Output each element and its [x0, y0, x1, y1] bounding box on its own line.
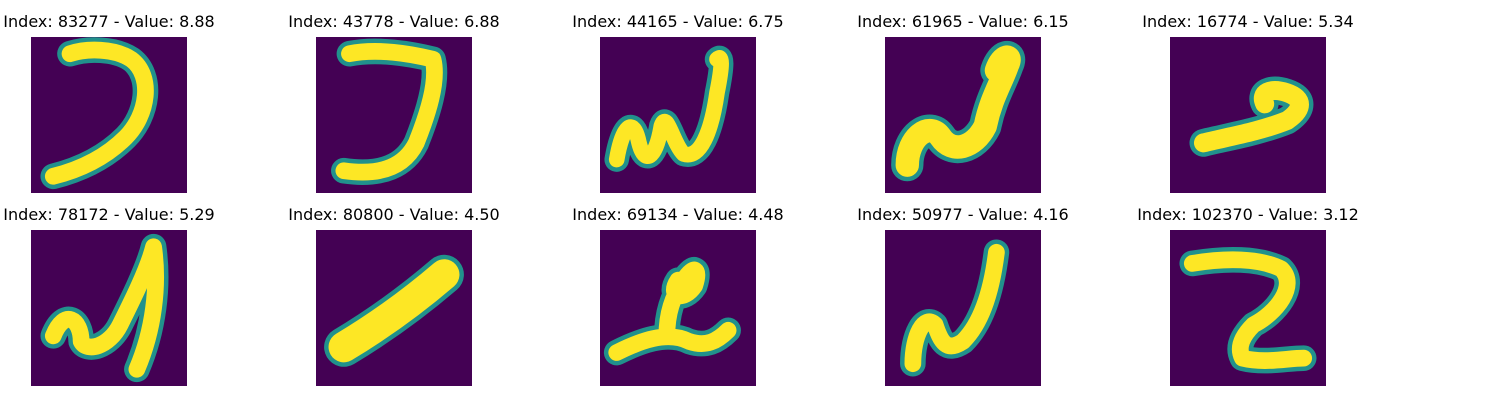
image-panel: Index: 61965 - Value: 6.15	[813, 0, 1113, 193]
glyph-stroke	[608, 261, 737, 361]
image-panel: Index: 102370 - Value: 3.12	[1098, 193, 1398, 386]
digit-image-canvas	[31, 230, 187, 386]
image-panel: Index: 83277 - Value: 8.88	[0, 0, 259, 193]
glyph-stroke	[1183, 251, 1313, 369]
digit-image-canvas	[885, 37, 1041, 193]
digit-image	[31, 230, 187, 386]
glyph-stroke	[44, 41, 154, 185]
image-panel: Index: 44165 - Value: 6.75	[528, 0, 828, 193]
image-panel: Index: 16774 - Value: 5.34	[1098, 0, 1398, 193]
panel-title: Index: 16774 - Value: 5.34	[1142, 12, 1354, 31]
glyph-stroke	[1193, 81, 1309, 153]
digit-image	[885, 230, 1041, 386]
digit-image	[316, 37, 472, 193]
panel-title: Index: 80800 - Value: 4.50	[288, 205, 500, 224]
glyph-stroke	[44, 238, 165, 378]
digit-image-canvas	[316, 37, 472, 193]
digit-image-canvas	[600, 230, 756, 386]
image-panel: Index: 50977 - Value: 4.16	[813, 193, 1113, 386]
digit-image-canvas	[1170, 37, 1326, 193]
digit-image-canvas	[1170, 230, 1326, 386]
panel-title: Index: 102370 - Value: 3.12	[1137, 205, 1359, 224]
digit-image	[600, 230, 756, 386]
glyph-stroke	[608, 50, 729, 168]
image-panel: Index: 43778 - Value: 6.88	[244, 0, 544, 193]
digit-image	[1170, 37, 1326, 193]
glyph-stroke	[328, 259, 460, 363]
panel-title: Index: 43778 - Value: 6.88	[288, 12, 500, 31]
digit-image-canvas	[600, 37, 756, 193]
panel-title: Index: 78172 - Value: 5.29	[3, 205, 215, 224]
image-panel: Index: 78172 - Value: 5.29	[0, 193, 259, 386]
digit-image	[600, 37, 756, 193]
glyph-stroke	[895, 45, 1021, 177]
panel-title: Index: 69134 - Value: 4.48	[572, 205, 784, 224]
digit-image	[316, 230, 472, 386]
image-panel: Index: 80800 - Value: 4.50	[244, 193, 544, 386]
panel-title: Index: 61965 - Value: 6.15	[857, 12, 1069, 31]
panel-title: Index: 44165 - Value: 6.75	[572, 12, 784, 31]
digit-image-canvas	[31, 37, 187, 193]
digit-image-canvas	[885, 230, 1041, 386]
digit-image	[31, 37, 187, 193]
panel-title: Index: 50977 - Value: 4.16	[857, 205, 1069, 224]
panel-title: Index: 83277 - Value: 8.88	[3, 12, 215, 31]
digit-image	[1170, 230, 1326, 386]
digit-image	[885, 37, 1041, 193]
image-panel: Index: 69134 - Value: 4.48	[528, 193, 828, 386]
glyph-stroke	[904, 243, 1005, 373]
glyph-stroke	[335, 43, 443, 181]
digit-image-canvas	[316, 230, 472, 386]
